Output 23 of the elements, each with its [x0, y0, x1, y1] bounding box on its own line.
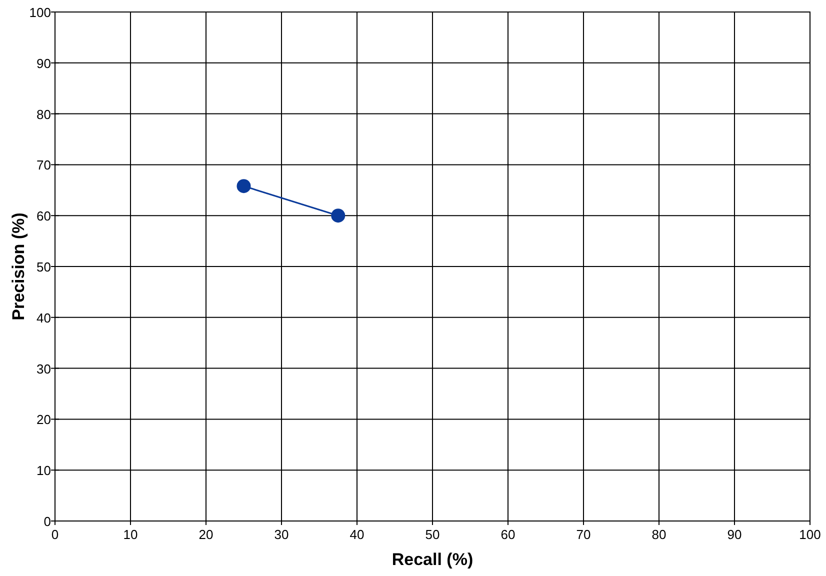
- y-tick-label: 80: [36, 106, 51, 122]
- y-tick-label: 70: [36, 158, 51, 173]
- y-axis-title: Precision (%): [9, 212, 28, 320]
- y-tick-label: 50: [36, 260, 51, 274]
- x-tick-label: 80: [652, 527, 666, 542]
- y-tick-label: 20: [36, 412, 51, 428]
- x-tick-label: 90: [727, 527, 742, 542]
- y-tick-label: 10: [36, 463, 51, 478]
- x-tick-label: 30: [274, 527, 289, 542]
- x-axis-title: Recall (%): [392, 550, 474, 569]
- y-tick-label: 30: [36, 361, 51, 376]
- y-tick-label: 40: [36, 310, 51, 326]
- x-tick-label: 70: [576, 527, 591, 542]
- x-tick-label: 100: [799, 527, 821, 542]
- x-tick-label: 10: [123, 527, 138, 542]
- y-tick-label: 100: [29, 5, 51, 20]
- x-tick-label: 20: [198, 527, 214, 542]
- y-tick-label: 60: [36, 208, 51, 224]
- x-tick-label: 40: [350, 527, 364, 542]
- y-tick-label: 0: [44, 514, 51, 529]
- x-tick-label: 50: [425, 527, 440, 542]
- y-tick-label: 90: [36, 56, 51, 71]
- x-tick-label: 60: [500, 527, 516, 542]
